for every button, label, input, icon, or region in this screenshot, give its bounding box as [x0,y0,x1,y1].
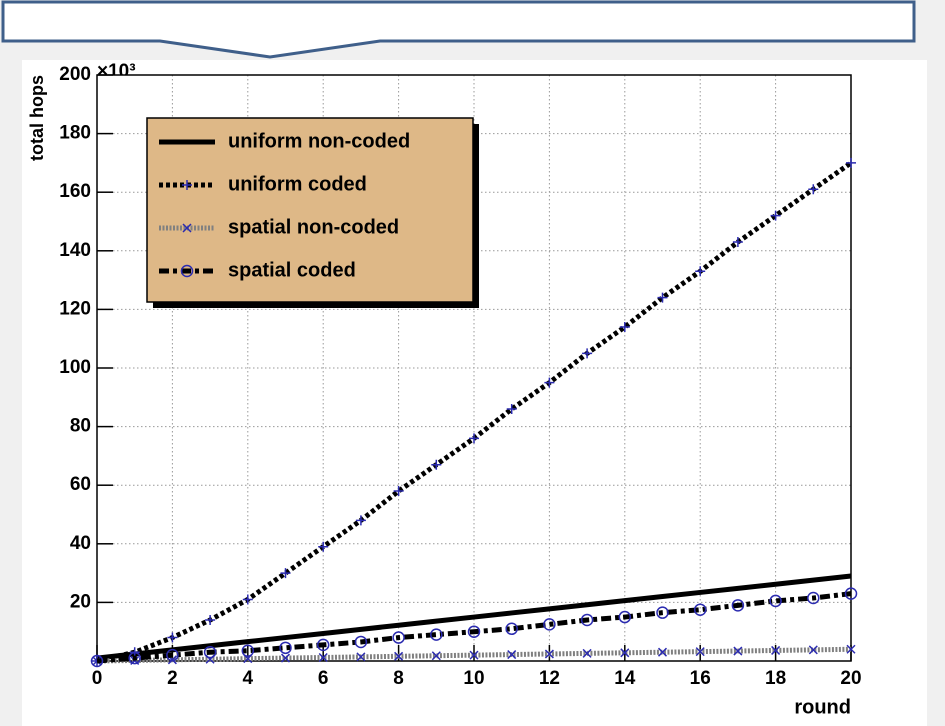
marker [544,377,555,388]
x-axis-label: round [794,696,851,718]
marker [732,237,743,248]
marker [180,264,194,278]
marker [431,651,441,661]
marker [469,433,479,444]
marker [242,594,253,605]
x-tick-label: 8 [393,668,404,689]
marker [844,587,858,600]
marker [354,635,368,649]
marker [280,568,291,579]
marker [430,628,443,641]
marker [807,591,820,605]
marker [543,618,556,631]
marker [467,625,481,638]
x-tick-label: 16 [690,668,711,689]
marker [318,652,328,663]
legend [146,117,474,303]
x-tick-label: 18 [765,668,786,689]
x-tick-label: 0 [92,668,103,689]
marker [393,486,404,497]
marker [695,647,705,657]
legend-label: spatial non-coded [228,216,399,238]
marker [582,348,593,359]
marker [279,641,292,655]
x-tick-label: 12 [539,668,560,689]
marker [316,638,330,652]
legend-label: uniform coded [228,173,367,195]
marker [203,645,217,659]
series-line [96,573,852,661]
marker [505,622,518,636]
marker [582,648,592,658]
marker [90,654,104,668]
marker [241,644,255,657]
y-tick-label: 40 [70,533,91,554]
marker [657,647,668,657]
x-tick-label: 2 [167,668,178,689]
x-tick-label: 6 [318,668,329,689]
marker [733,646,743,656]
marker [544,649,554,659]
marker [394,651,404,661]
marker [693,603,707,616]
marker [507,650,517,660]
marker [128,651,141,665]
x-tick-label: 10 [463,668,484,689]
y-tick-label: 60 [70,474,91,495]
y-tick-label: 100 [59,357,91,378]
y-axis-label: total hops [27,75,47,161]
marker [657,292,668,303]
marker [182,180,192,190]
marker [618,610,632,624]
x-tick-label: 20 [840,668,861,689]
marker [431,459,442,470]
marker [846,157,856,168]
marker [731,599,745,612]
plot-frame [96,74,852,662]
legend-label: spatial coded [228,259,356,281]
marker [167,632,178,643]
y-tick-label: 140 [59,240,91,261]
y-tick-label: 80 [70,416,91,437]
marker [469,650,479,660]
marker [166,648,179,662]
marker [506,404,517,415]
y-tick-label: 180 [59,123,91,144]
marker [771,645,781,655]
legend-label: uniform non-coded [228,130,410,152]
series-line [96,591,852,664]
marker [695,266,706,277]
marker [620,648,630,658]
marker [580,613,594,627]
marker [355,515,366,526]
marker [182,223,192,233]
marker [205,614,216,625]
callout [1,0,916,59]
x-tick-label: 4 [243,668,254,689]
y-tick-label: 160 [59,181,91,202]
y-tick-label: 200 [59,64,91,85]
y-tick-label: 20 [70,591,91,612]
marker [770,210,781,221]
marker [619,321,630,332]
series-line [96,646,852,664]
marker [846,644,856,654]
marker [656,606,669,619]
marker [356,652,366,662]
marker [392,631,405,644]
marker [318,541,329,552]
marker [808,184,819,195]
marker [280,653,291,663]
marker [808,645,818,655]
x-tick-label: 14 [614,668,636,689]
marker [769,594,782,608]
y-tick-label: 120 [59,298,91,319]
